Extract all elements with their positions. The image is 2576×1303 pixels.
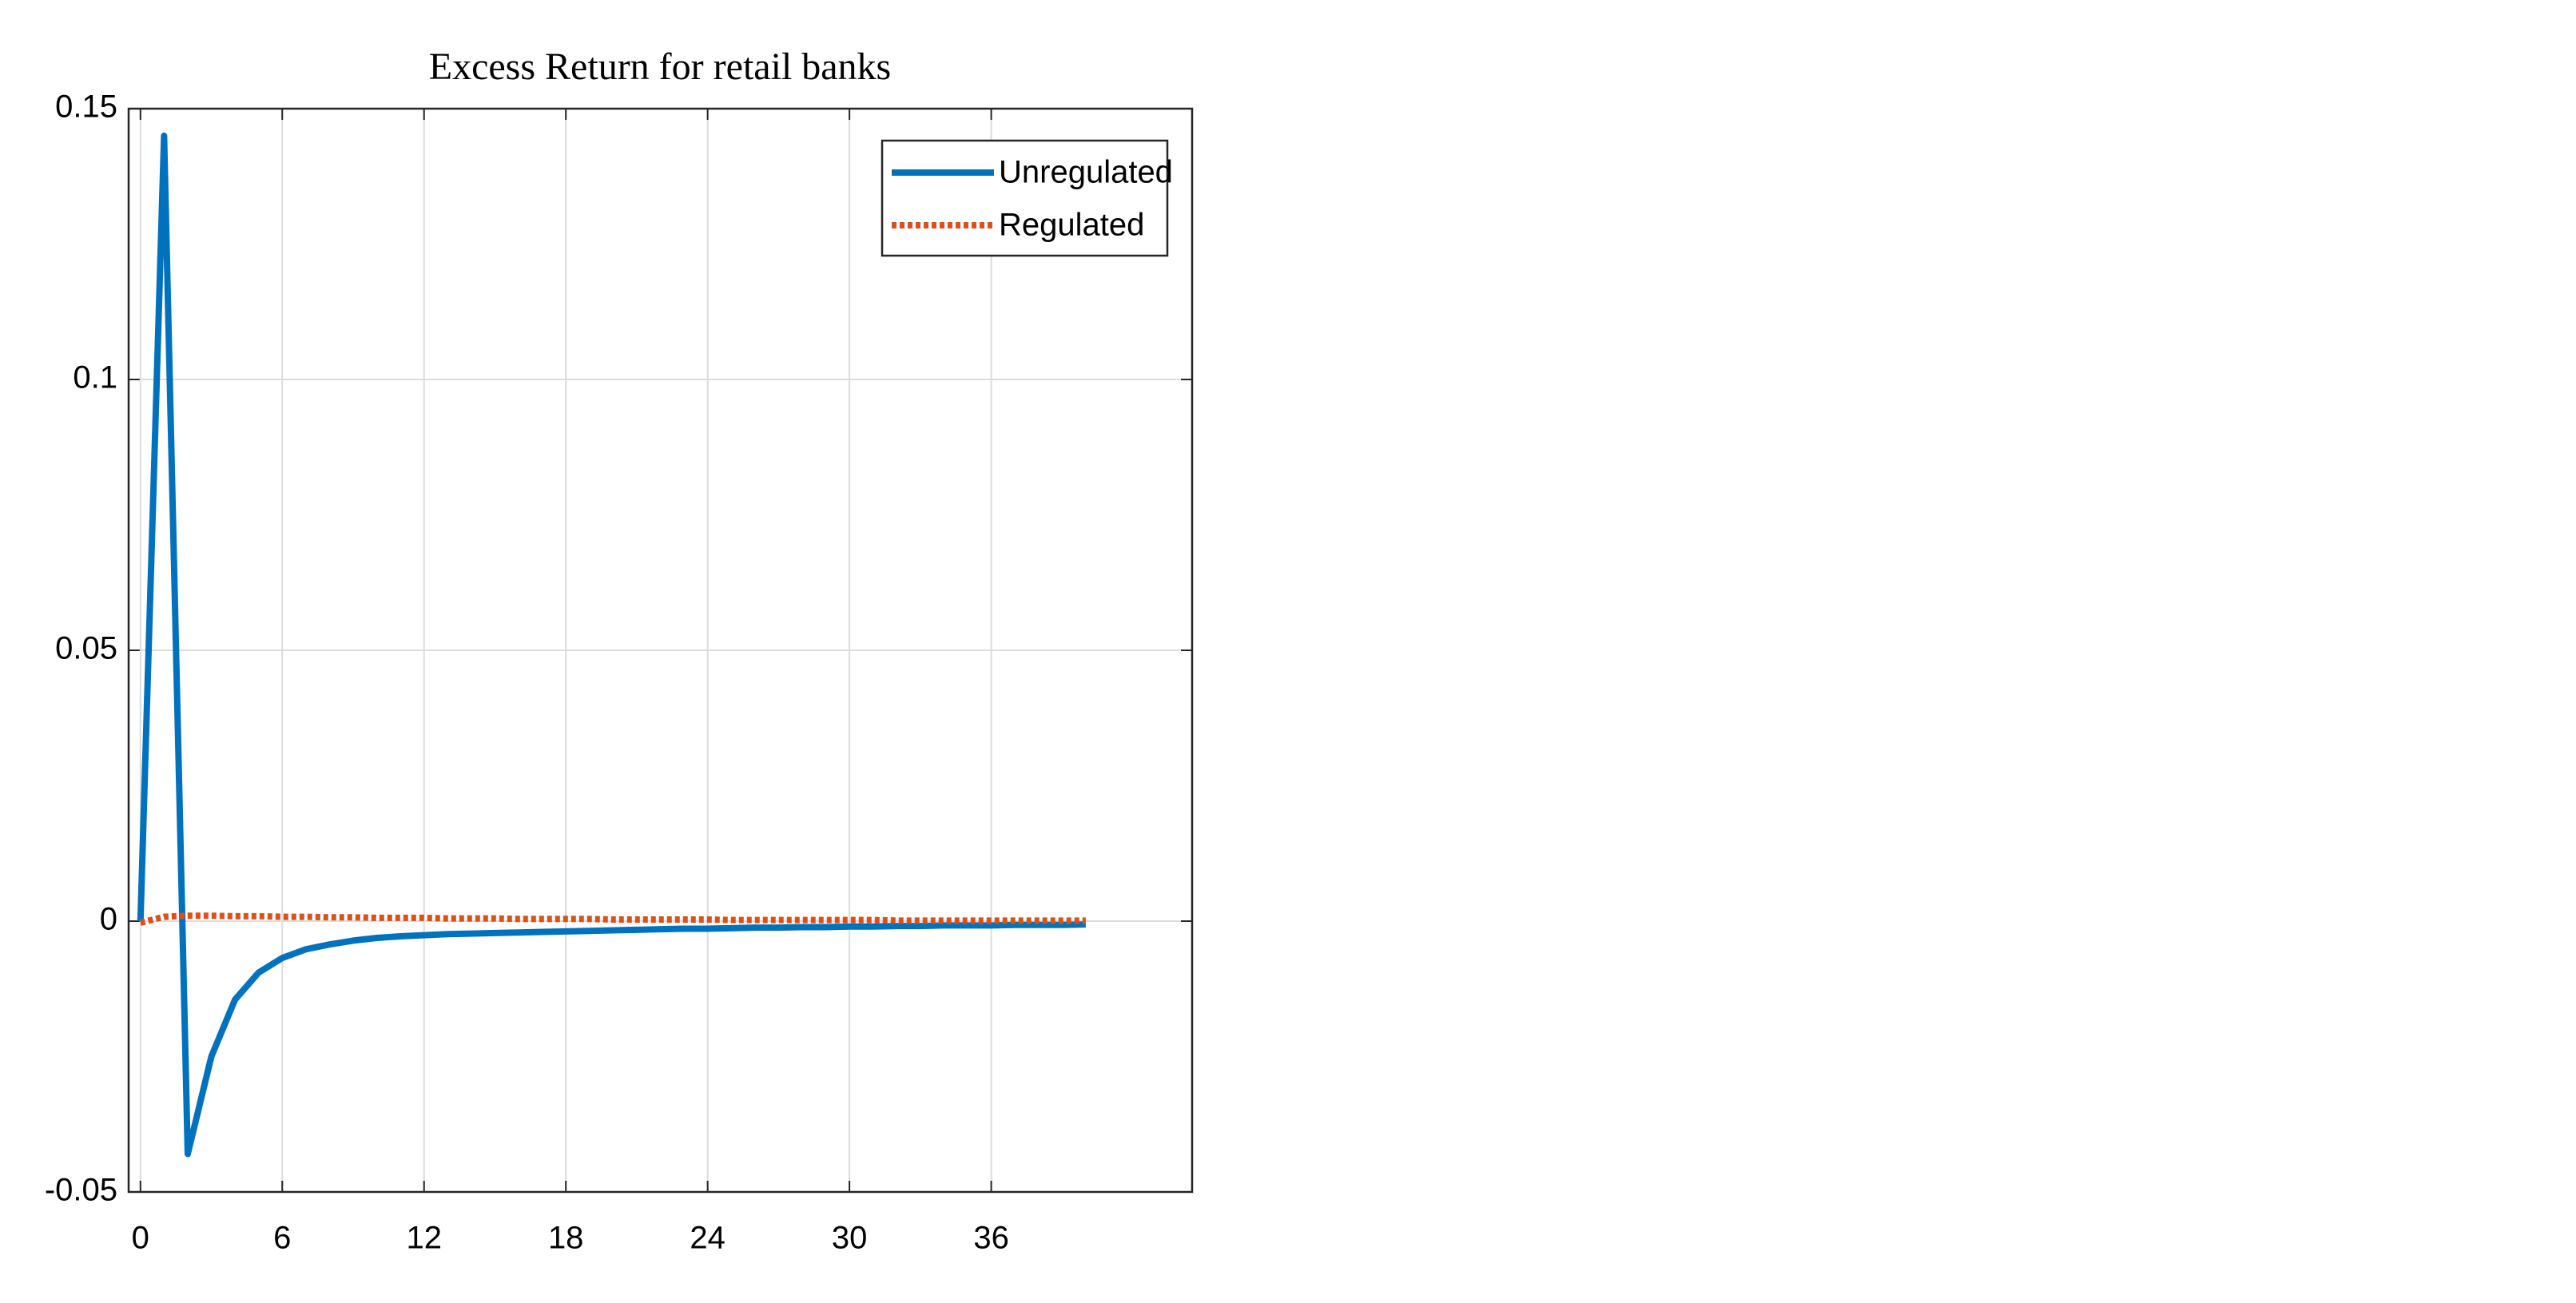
x-tick-label: 6 — [273, 1221, 291, 1256]
series-line — [137, 132, 1086, 1158]
x-tick-label: 12 — [406, 1221, 442, 1256]
x-tick-label: 24 — [690, 1221, 725, 1256]
x-tick-label: 30 — [832, 1221, 868, 1256]
plot-frame — [127, 107, 1194, 1194]
legend-label: Regulated — [999, 208, 1144, 243]
y-tick-label: -0.05 — [45, 1173, 117, 1208]
y-tick-label: 0 — [100, 902, 117, 937]
y-tick-label: 0.1 — [73, 360, 117, 395]
y-tick-label: 0.05 — [55, 631, 117, 666]
x-tick-label: 18 — [548, 1221, 584, 1256]
x-tick-label: 0 — [132, 1221, 149, 1256]
x-tick-label: 36 — [973, 1221, 1009, 1256]
legend-box — [881, 139, 1169, 257]
y-tick-label: 0.15 — [55, 89, 117, 125]
series-line — [139, 912, 1086, 926]
legend-label: Unregulated — [999, 155, 1173, 190]
chart-title: Excess Return for retail banks — [429, 46, 891, 88]
